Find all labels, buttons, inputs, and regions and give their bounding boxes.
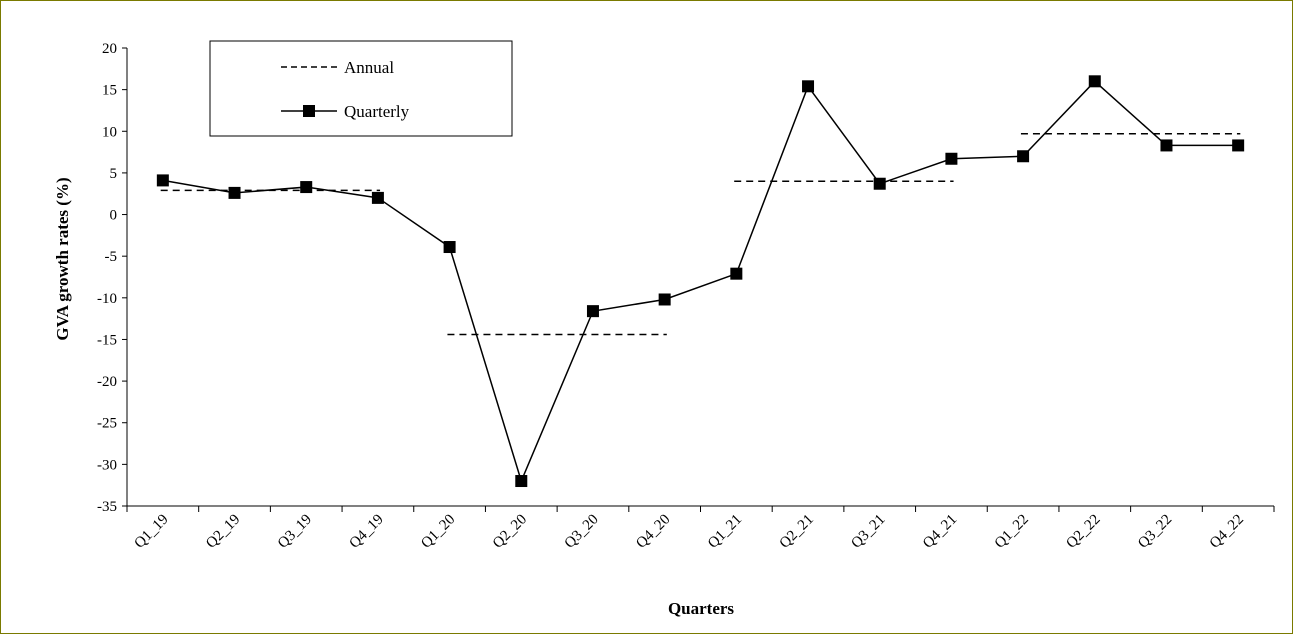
quarterly-point — [730, 267, 743, 280]
y-tick-label: 20 — [102, 41, 117, 57]
y-tick-label: -35 — [97, 499, 117, 515]
y-tick-label: -25 — [97, 416, 117, 432]
quarterly-point — [515, 475, 528, 488]
quarterly-line — [162, 80, 1239, 484]
quarterly-point — [1232, 139, 1245, 152]
quarterly-point — [945, 152, 958, 165]
y-axis-title: GVA growth rates (%) — [53, 177, 72, 340]
x-tick-label: Q3_21 — [848, 512, 888, 552]
legend: Annual Quarterly — [209, 40, 513, 137]
x-tick-label: Q4_21 — [920, 512, 960, 552]
x-tick-label: Q2_22 — [1063, 512, 1103, 552]
y-tick-label: 0 — [110, 208, 118, 224]
quarterly-point — [802, 80, 815, 93]
quarterly-series — [156, 75, 1245, 488]
y-tick-label: -5 — [105, 249, 118, 265]
x-axis-title: Quarters — [668, 599, 734, 618]
y-tick-label: -10 — [97, 291, 117, 307]
x-tick-label: Q2_21 — [777, 512, 817, 552]
quarterly-point — [1160, 139, 1173, 152]
x-tick-label: Q1_21 — [705, 512, 745, 552]
x-tick-label: Q2_19 — [203, 512, 243, 552]
x-tick-label: Q3_20 — [562, 512, 602, 552]
legend-box — [209, 40, 513, 137]
y-tick-label: 15 — [102, 83, 117, 99]
x-tick-label: Q1_19 — [131, 512, 171, 552]
x-tick-label: Q4_22 — [1207, 512, 1247, 552]
x-tick-label: Q4_19 — [347, 512, 387, 552]
y-tick-label: 5 — [110, 166, 118, 182]
x-tick-label: Q4_20 — [633, 512, 673, 552]
quarterly-point — [300, 181, 313, 194]
legend-quarterly-label: Quarterly — [344, 102, 410, 121]
x-tick-label: Q2_20 — [490, 512, 530, 552]
quarterly-point — [371, 191, 384, 204]
legend-quarterly-marker — [303, 105, 315, 117]
x-tick-label: Q1_22 — [992, 512, 1032, 552]
x-tick-label: Q1_20 — [418, 512, 458, 552]
quarterly-point — [443, 241, 456, 254]
quarterly-point — [1017, 150, 1030, 163]
quarterly-point — [156, 174, 169, 187]
annual-series — [160, 133, 1241, 336]
quarterly-point — [586, 305, 599, 318]
y-tick-label: 10 — [102, 124, 117, 140]
quarterly-point — [228, 186, 241, 199]
legend-annual-label: Annual — [344, 58, 394, 77]
x-tick-label: Q3_22 — [1135, 512, 1175, 552]
x-tick-label: Q3_19 — [275, 512, 315, 552]
quarterly-point — [1088, 75, 1101, 88]
y-tick-label: -20 — [97, 374, 117, 390]
y-tick-label: -15 — [97, 332, 117, 348]
quarterly-point — [658, 293, 671, 306]
quarterly-point — [873, 177, 886, 190]
y-tick-label: -30 — [97, 457, 117, 473]
